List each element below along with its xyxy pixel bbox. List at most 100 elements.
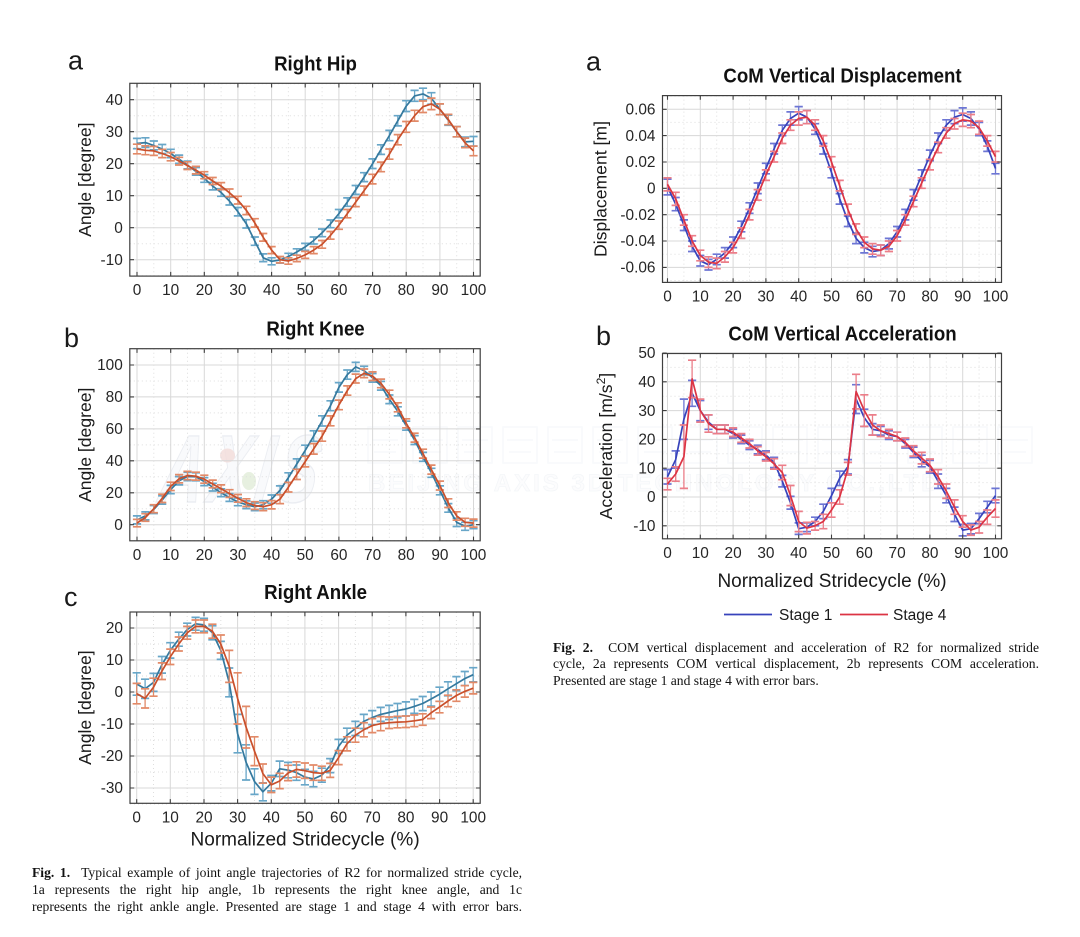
svg-text:70: 70 [364, 547, 381, 564]
svg-text:-30: -30 [101, 780, 123, 797]
svg-text:20: 20 [725, 288, 742, 305]
svg-text:0.06: 0.06 [626, 102, 656, 119]
svg-text:0: 0 [114, 684, 123, 701]
svg-text:0: 0 [133, 547, 142, 564]
svg-text:100: 100 [983, 288, 1009, 305]
svg-text:30: 30 [106, 124, 123, 141]
svg-text:b: b [596, 321, 611, 351]
svg-text:100: 100 [461, 282, 487, 299]
svg-text:0: 0 [663, 545, 672, 562]
svg-text:70: 70 [889, 545, 906, 562]
svg-text:0: 0 [114, 220, 123, 237]
svg-text:40: 40 [106, 92, 123, 109]
svg-text:0: 0 [647, 489, 656, 506]
svg-text:100: 100 [460, 809, 486, 826]
svg-text:60: 60 [856, 288, 873, 305]
svg-text:-0.06: -0.06 [620, 260, 655, 277]
svg-text:10: 10 [162, 282, 179, 299]
svg-text:30: 30 [757, 545, 774, 562]
svg-text:-0.02: -0.02 [620, 207, 655, 224]
svg-text:20: 20 [106, 620, 123, 637]
svg-text:80: 80 [398, 547, 415, 564]
svg-text:50: 50 [823, 288, 840, 305]
svg-text:-10: -10 [101, 716, 123, 733]
svg-text:AXIS: AXIS [152, 416, 334, 523]
svg-text:Right Hip: Right Hip [274, 53, 357, 76]
svg-text:50: 50 [823, 545, 840, 562]
svg-text:-0.04: -0.04 [620, 233, 656, 250]
svg-text:20: 20 [638, 432, 655, 449]
svg-text:Stage 4: Stage 4 [893, 607, 947, 624]
svg-text:Angle [degree]: Angle [degree] [75, 388, 95, 502]
svg-text:60: 60 [330, 547, 347, 564]
svg-text:0: 0 [132, 809, 141, 826]
svg-text:30: 30 [757, 288, 774, 305]
svg-text:50: 50 [297, 282, 314, 299]
svg-text:a: a [586, 47, 602, 77]
svg-text:60: 60 [330, 809, 347, 826]
svg-text:0: 0 [133, 282, 142, 299]
svg-text:Right Knee: Right Knee [266, 318, 364, 341]
svg-text:0: 0 [114, 517, 123, 534]
svg-text:90: 90 [954, 288, 971, 305]
svg-text:60: 60 [330, 282, 347, 299]
svg-text:60: 60 [106, 421, 123, 438]
svg-text:80: 80 [921, 545, 938, 562]
svg-text:10: 10 [692, 288, 709, 305]
svg-text:70: 70 [364, 809, 381, 826]
svg-text:100: 100 [97, 357, 123, 374]
svg-text:10: 10 [106, 652, 123, 669]
svg-text:10: 10 [638, 460, 655, 477]
svg-text:Normalized Stridecycle (%): Normalized Stridecycle (%) [717, 571, 946, 592]
svg-text:0.04: 0.04 [626, 128, 656, 145]
svg-text:90: 90 [431, 547, 448, 564]
svg-text:80: 80 [106, 389, 123, 406]
svg-text:Displacement [m]: Displacement [m] [591, 121, 611, 257]
svg-text:10: 10 [162, 809, 179, 826]
svg-text:CoM Vertical Displacement: CoM Vertical Displacement [723, 65, 962, 88]
svg-text:CoM Vertical Acceleration: CoM Vertical Acceleration [728, 323, 956, 346]
svg-text:100: 100 [461, 547, 487, 564]
svg-text:b: b [64, 323, 79, 353]
svg-text:a: a [68, 46, 84, 76]
svg-text:100: 100 [983, 545, 1009, 562]
svg-text:10: 10 [106, 188, 123, 205]
svg-text:0: 0 [663, 288, 672, 305]
svg-text:-20: -20 [101, 748, 123, 765]
svg-text:40: 40 [263, 809, 280, 826]
svg-text:50: 50 [297, 547, 314, 564]
svg-text:20: 20 [106, 156, 123, 173]
svg-text:90: 90 [954, 545, 971, 562]
svg-text:20: 20 [725, 545, 742, 562]
svg-text:80: 80 [921, 288, 938, 305]
svg-text:-10: -10 [633, 518, 655, 535]
svg-text:c: c [64, 582, 78, 612]
svg-text:0: 0 [647, 181, 656, 198]
svg-text:30: 30 [229, 809, 246, 826]
svg-text:70: 70 [889, 288, 906, 305]
svg-text:0.02: 0.02 [626, 154, 656, 171]
svg-text:90: 90 [431, 809, 448, 826]
svg-text:20: 20 [106, 485, 123, 502]
svg-text:90: 90 [431, 282, 448, 299]
svg-text:60: 60 [856, 545, 873, 562]
svg-text:Stage 1: Stage 1 [779, 607, 832, 624]
svg-text:40: 40 [106, 453, 123, 470]
svg-text:20: 20 [195, 809, 212, 826]
svg-text:30: 30 [229, 282, 246, 299]
svg-text:40: 40 [790, 288, 807, 305]
svg-text:40: 40 [263, 547, 280, 564]
svg-text:70: 70 [364, 282, 381, 299]
svg-text:20: 20 [196, 547, 213, 564]
svg-text:30: 30 [229, 547, 246, 564]
svg-text:Angle [degree]: Angle [degree] [75, 650, 95, 764]
svg-text:80: 80 [397, 809, 414, 826]
svg-text:80: 80 [398, 282, 415, 299]
svg-text:40: 40 [263, 282, 280, 299]
svg-text:20: 20 [196, 282, 213, 299]
svg-text:10: 10 [692, 545, 709, 562]
svg-text:40: 40 [790, 545, 807, 562]
svg-text:50: 50 [296, 809, 313, 826]
svg-text:40: 40 [638, 374, 655, 391]
svg-text:30: 30 [638, 403, 655, 420]
